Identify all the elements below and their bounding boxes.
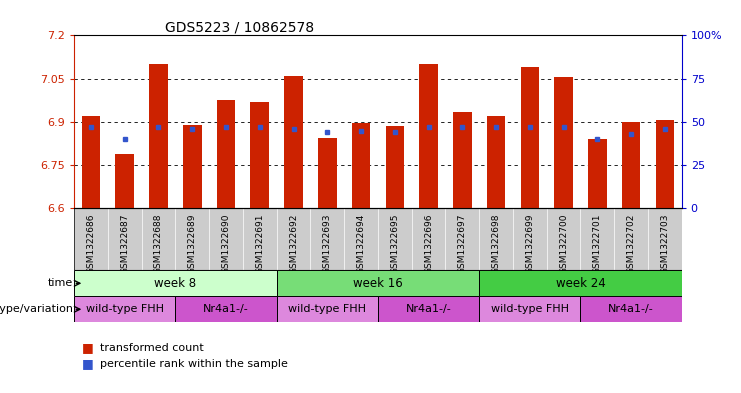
Bar: [116, 154, 134, 209]
Text: GSM1322689: GSM1322689: [187, 213, 197, 274]
Text: percentile rank within the sample: percentile rank within the sample: [100, 358, 288, 369]
Text: GSM1322688: GSM1322688: [154, 213, 163, 274]
Bar: [520, 67, 539, 209]
Text: GSM1322690: GSM1322690: [222, 213, 230, 274]
Bar: [479, 296, 580, 322]
Text: Nr4a1-/-: Nr4a1-/-: [203, 304, 249, 314]
Text: GSM1322691: GSM1322691: [255, 213, 265, 274]
Text: time: time: [48, 278, 73, 288]
Bar: [453, 112, 471, 209]
Text: GSM1322695: GSM1322695: [391, 213, 399, 274]
Bar: [276, 296, 378, 322]
Text: GSM1322697: GSM1322697: [458, 213, 467, 274]
Text: week 8: week 8: [154, 277, 196, 290]
Bar: [183, 125, 202, 209]
Bar: [622, 122, 640, 209]
Text: GSM1322703: GSM1322703: [660, 213, 669, 274]
Bar: [656, 121, 674, 209]
Bar: [487, 116, 505, 209]
Bar: [250, 102, 269, 209]
Text: GSM1322693: GSM1322693: [323, 213, 332, 274]
Bar: [318, 138, 336, 209]
Bar: [554, 77, 573, 209]
Text: wild-type FHH: wild-type FHH: [86, 304, 164, 314]
Text: week 24: week 24: [556, 277, 605, 290]
Text: ■: ■: [82, 357, 93, 370]
Text: GSM1322694: GSM1322694: [356, 213, 365, 274]
Text: genotype/variation: genotype/variation: [0, 304, 73, 314]
Text: wild-type FHH: wild-type FHH: [491, 304, 569, 314]
Text: GSM1322698: GSM1322698: [491, 213, 501, 274]
Bar: [479, 270, 682, 296]
Text: GSM1322700: GSM1322700: [559, 213, 568, 274]
Text: ■: ■: [82, 341, 93, 354]
Text: GDS5223 / 10862578: GDS5223 / 10862578: [165, 20, 314, 34]
Bar: [352, 123, 370, 209]
Text: wild-type FHH: wild-type FHH: [288, 304, 366, 314]
Bar: [276, 270, 479, 296]
Bar: [74, 270, 276, 296]
Text: week 16: week 16: [353, 277, 403, 290]
Text: GSM1322699: GSM1322699: [525, 213, 534, 274]
Text: GSM1322692: GSM1322692: [289, 213, 298, 274]
Bar: [588, 139, 607, 209]
Text: GSM1322701: GSM1322701: [593, 213, 602, 274]
Text: Nr4a1-/-: Nr4a1-/-: [405, 304, 451, 314]
Bar: [74, 296, 176, 322]
Bar: [149, 64, 167, 209]
Bar: [216, 100, 236, 209]
Text: Nr4a1-/-: Nr4a1-/-: [608, 304, 654, 314]
Text: GSM1322702: GSM1322702: [627, 213, 636, 274]
Bar: [378, 296, 479, 322]
Bar: [285, 76, 303, 209]
Text: GSM1322686: GSM1322686: [87, 213, 96, 274]
Bar: [419, 64, 438, 209]
Bar: [176, 296, 276, 322]
Text: transformed count: transformed count: [100, 343, 204, 353]
Text: GSM1322696: GSM1322696: [424, 213, 433, 274]
Bar: [580, 296, 682, 322]
Bar: [385, 126, 404, 209]
Bar: [82, 116, 100, 209]
Text: GSM1322687: GSM1322687: [120, 213, 129, 274]
